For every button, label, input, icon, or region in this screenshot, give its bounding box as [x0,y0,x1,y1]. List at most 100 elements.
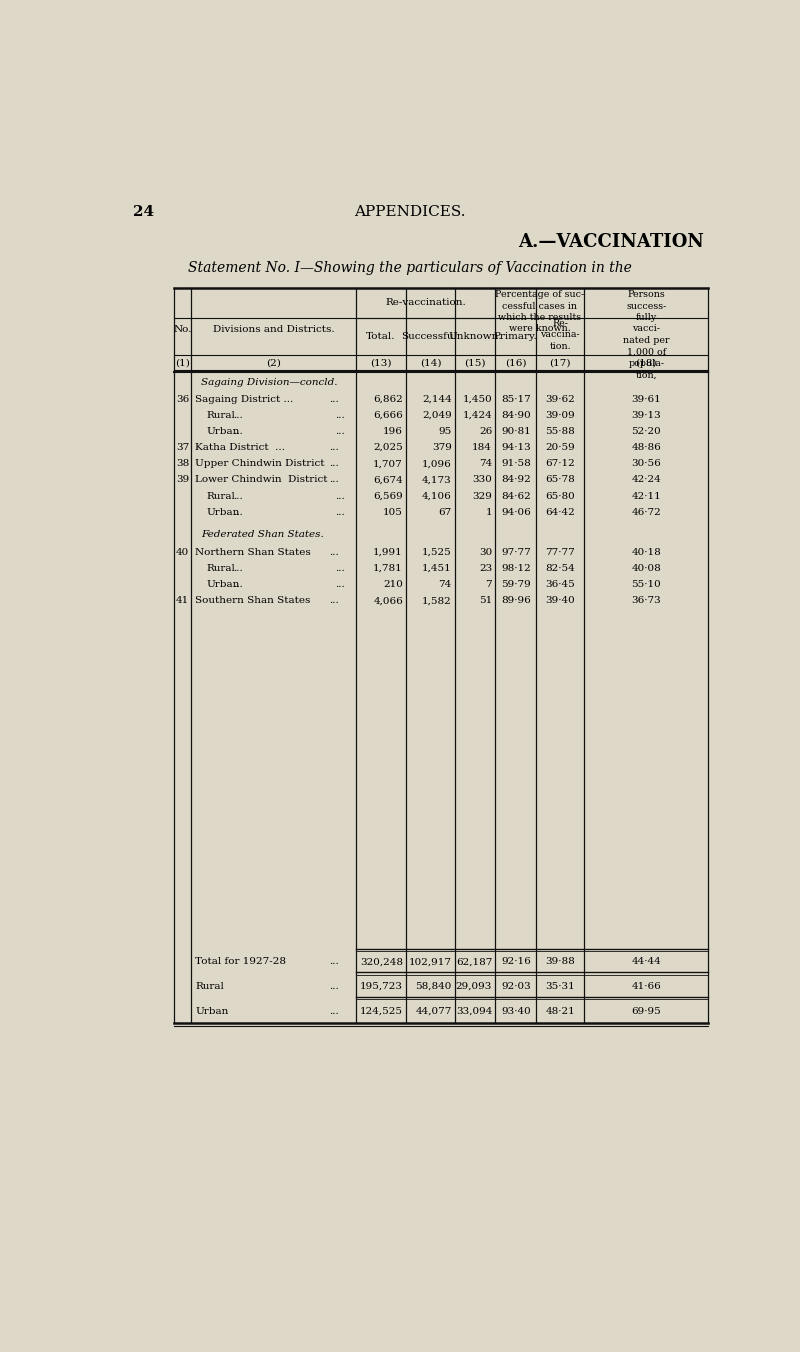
Text: 39·61: 39·61 [631,395,662,403]
Text: 84·62: 84·62 [501,492,530,500]
Text: ...: ... [329,443,339,452]
Text: 42·11: 42·11 [631,492,662,500]
Text: 97·77: 97·77 [501,548,530,557]
Text: 77·77: 77·77 [546,548,575,557]
Text: Katha District  ...: Katha District ... [195,443,285,452]
Text: Unknown.: Unknown. [448,331,502,341]
Text: 98·12: 98·12 [501,564,530,573]
Text: ...: ... [329,957,339,967]
Text: 29,093: 29,093 [456,982,492,991]
Text: ...: ... [329,548,339,557]
Text: 40·08: 40·08 [631,564,662,573]
Text: 59·79: 59·79 [501,580,530,589]
Text: 1,096: 1,096 [422,460,452,468]
Text: 330: 330 [472,476,492,484]
Text: Successful.: Successful. [401,331,460,341]
Text: 65·78: 65·78 [546,476,575,484]
Text: 124,525: 124,525 [360,1007,403,1015]
Text: Southern Shan States: Southern Shan States [195,596,310,606]
Text: 84·92: 84·92 [501,476,530,484]
Text: 1,707: 1,707 [374,460,403,468]
Text: 379: 379 [432,443,452,452]
Text: Northern Shan States: Northern Shan States [195,548,311,557]
Text: 89·96: 89·96 [501,596,530,606]
Text: 41: 41 [176,596,189,606]
Text: 48·21: 48·21 [546,1007,575,1015]
Text: Total.: Total. [366,331,396,341]
Text: 4,066: 4,066 [374,596,403,606]
Text: ...: ... [329,395,339,403]
Text: 90·81: 90·81 [501,427,530,435]
Text: 196: 196 [383,427,403,435]
Text: 39: 39 [176,476,189,484]
Text: (17): (17) [550,358,571,368]
Text: 41·66: 41·66 [631,982,662,991]
Text: 35·31: 35·31 [546,982,575,991]
Text: 320,248: 320,248 [360,957,403,967]
Text: Percentage of suc-
cessful cases in
which the results
were known.: Percentage of suc- cessful cases in whic… [495,291,585,334]
Text: 6,569: 6,569 [374,492,403,500]
Text: ...: ... [233,564,243,573]
Text: 74: 74 [438,580,452,589]
Text: 20·59: 20·59 [546,443,575,452]
Text: 1: 1 [486,508,492,516]
Text: Divisions and Districts.: Divisions and Districts. [213,326,334,334]
Text: Persons
success-
fully
vacci-
nated per
1,000 of
popula-
tion,: Persons success- fully vacci- nated per … [623,291,670,379]
Text: 6,862: 6,862 [374,395,403,403]
Text: Rural: Rural [206,564,235,573]
Text: Sagaing District ...: Sagaing District ... [195,395,294,403]
Text: Upper Chindwin District: Upper Chindwin District [195,460,325,468]
Text: Total for 1927-28: Total for 1927-28 [195,957,286,967]
Text: 30·56: 30·56 [631,460,662,468]
Text: (1): (1) [175,358,190,368]
Text: 40·18: 40·18 [631,548,662,557]
Text: 51: 51 [479,596,492,606]
Text: ...: ... [329,460,339,468]
Text: Urban: Urban [206,427,239,435]
Text: APPENDICES.: APPENDICES. [354,204,466,219]
Text: Primary.: Primary. [494,331,538,341]
Text: ...: ... [335,492,345,500]
Text: 6,666: 6,666 [374,411,403,419]
Text: ...: ... [329,596,339,606]
Text: (15): (15) [464,358,486,368]
Text: 67: 67 [438,508,452,516]
Text: 33,094: 33,094 [456,1007,492,1015]
Text: Urban: Urban [195,1007,229,1015]
Text: 39·13: 39·13 [631,411,662,419]
Text: 65·80: 65·80 [546,492,575,500]
Text: 36·73: 36·73 [631,596,662,606]
Text: ...: ... [233,580,243,589]
Text: 55·10: 55·10 [631,580,662,589]
Text: Federated Shan States.: Federated Shan States. [201,530,323,539]
Text: 85·17: 85·17 [501,395,530,403]
Text: 1,781: 1,781 [374,564,403,573]
Text: 38: 38 [176,460,189,468]
Text: 105: 105 [383,508,403,516]
Text: 23: 23 [479,564,492,573]
Text: ...: ... [335,427,345,435]
Text: 195,723: 195,723 [360,982,403,991]
Text: 44·44: 44·44 [631,957,662,967]
Text: ...: ... [233,508,243,516]
Text: 39·40: 39·40 [546,596,575,606]
Text: 2,025: 2,025 [374,443,403,452]
Text: 91·58: 91·58 [501,460,530,468]
Text: Statement No. I—Showing the particulars of Vaccination in the: Statement No. I—Showing the particulars … [188,261,632,274]
Text: 93·40: 93·40 [501,1007,530,1015]
Text: 1,450: 1,450 [462,395,492,403]
Text: 55·88: 55·88 [546,427,575,435]
Text: 39·62: 39·62 [546,395,575,403]
Text: Lower Chindwin  District: Lower Chindwin District [195,476,328,484]
Text: Re-
vaccina-
tion.: Re- vaccina- tion. [541,319,580,350]
Text: 102,917: 102,917 [409,957,452,967]
Text: 67·12: 67·12 [546,460,575,468]
Text: 36·45: 36·45 [546,580,575,589]
Text: 92·03: 92·03 [501,982,530,991]
Text: 4,106: 4,106 [422,492,452,500]
Text: Rural: Rural [206,492,235,500]
Text: 2,144: 2,144 [422,395,452,403]
Text: ...: ... [329,476,339,484]
Text: 210: 210 [383,580,403,589]
Text: 64·42: 64·42 [546,508,575,516]
